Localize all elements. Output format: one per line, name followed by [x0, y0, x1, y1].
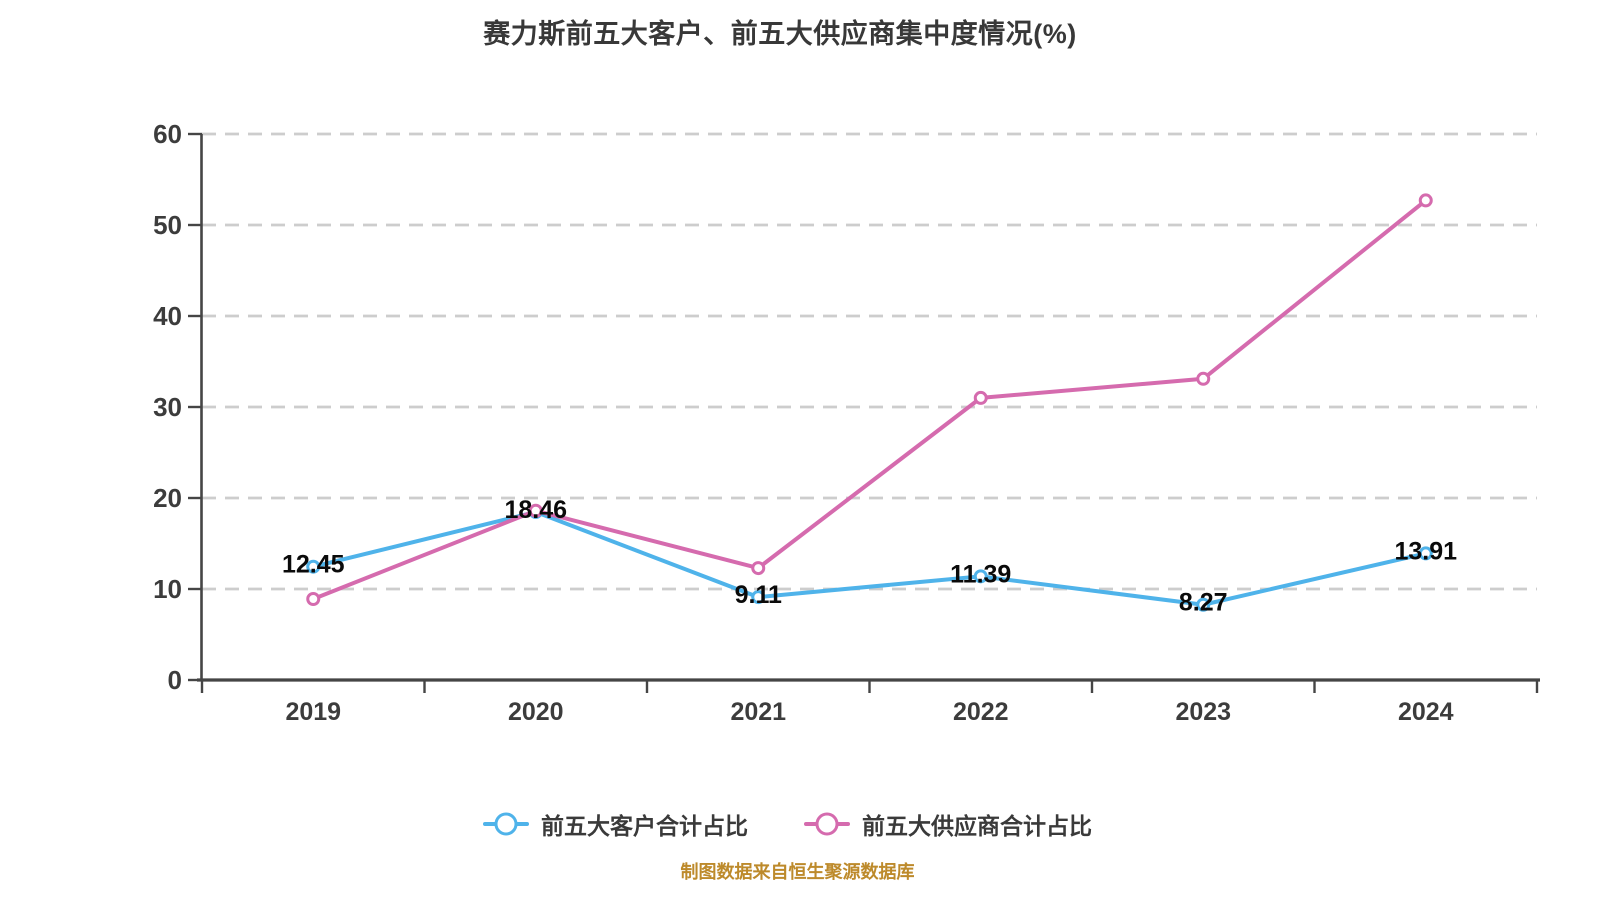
- data-point-label: 11.39: [950, 560, 1011, 588]
- series-line-customers: [311, 510, 1428, 607]
- legend-circle-marker: [494, 812, 518, 836]
- data-point-label: 8.27: [1179, 589, 1228, 617]
- data-point-customers-2024[interactable]: [1418, 546, 1433, 561]
- plot-area: 0 10 20 30 40 50 60 2019 2020 2021 2022 2023 2024 12.…: [153, 119, 1540, 726]
- data-point-customers-2023[interactable]: [1196, 597, 1211, 612]
- data-point-suppliers-2021[interactable]: [751, 561, 766, 576]
- y-tick-label: 30: [153, 392, 182, 422]
- legend-circle-marker: [815, 812, 839, 836]
- x-axis-label: 2019: [285, 698, 341, 726]
- y-tick-label: 60: [153, 119, 182, 149]
- x-axis-label: 2024: [1398, 698, 1454, 726]
- data-point-label: 18.46: [504, 496, 567, 524]
- x-axis-label: 2022: [953, 698, 1009, 726]
- legend: 前五大客户合计占比 前五大供应商合计占比: [0, 804, 1575, 844]
- chart-title: 赛力斯前五大客户、前五大供应商集中度情况(%): [483, 19, 1077, 49]
- y-tick-label: 40: [153, 301, 182, 331]
- data-point-suppliers-2022[interactable]: [973, 390, 988, 405]
- data-point-suppliers-2019[interactable]: [306, 592, 321, 607]
- suppliers-line-marker-icon: [804, 811, 850, 837]
- data-point-label: 13.91: [1394, 537, 1457, 565]
- legend-item-suppliers[interactable]: 前五大供应商合计占比: [804, 807, 1092, 841]
- data-point-suppliers-2020[interactable]: [528, 503, 543, 518]
- data-point-label: 12.45: [282, 551, 345, 579]
- data-point-suppliers-2023[interactable]: [1196, 371, 1211, 386]
- data-point-customers-2019[interactable]: [306, 559, 321, 574]
- x-axis-label: 2023: [1175, 698, 1231, 726]
- customers-line-marker-icon: [483, 811, 529, 837]
- data-point-customers-2021[interactable]: [751, 590, 766, 605]
- legend-label-suppliers: 前五大供应商合计占比: [862, 813, 1092, 839]
- data-point-customers-2022[interactable]: [973, 569, 988, 584]
- y-tick-label: 50: [153, 210, 182, 240]
- y-tick-label: 20: [153, 483, 182, 513]
- data-source-note: 制图数据来自恒生聚源数据库: [680, 862, 915, 882]
- legend-label-customers: 前五大客户合计占比: [541, 813, 748, 839]
- x-axis-label: 2021: [730, 698, 786, 726]
- x-axis-label: 2020: [508, 698, 564, 726]
- y-tick-label: 10: [153, 574, 182, 604]
- series-line-suppliers: [311, 198, 1428, 602]
- data-point-suppliers-2024[interactable]: [1418, 193, 1433, 208]
- y-tick-label: 0: [168, 665, 182, 695]
- legend-item-customers[interactable]: 前五大客户合计占比: [483, 807, 748, 841]
- data-point-label: 9.11: [735, 581, 782, 609]
